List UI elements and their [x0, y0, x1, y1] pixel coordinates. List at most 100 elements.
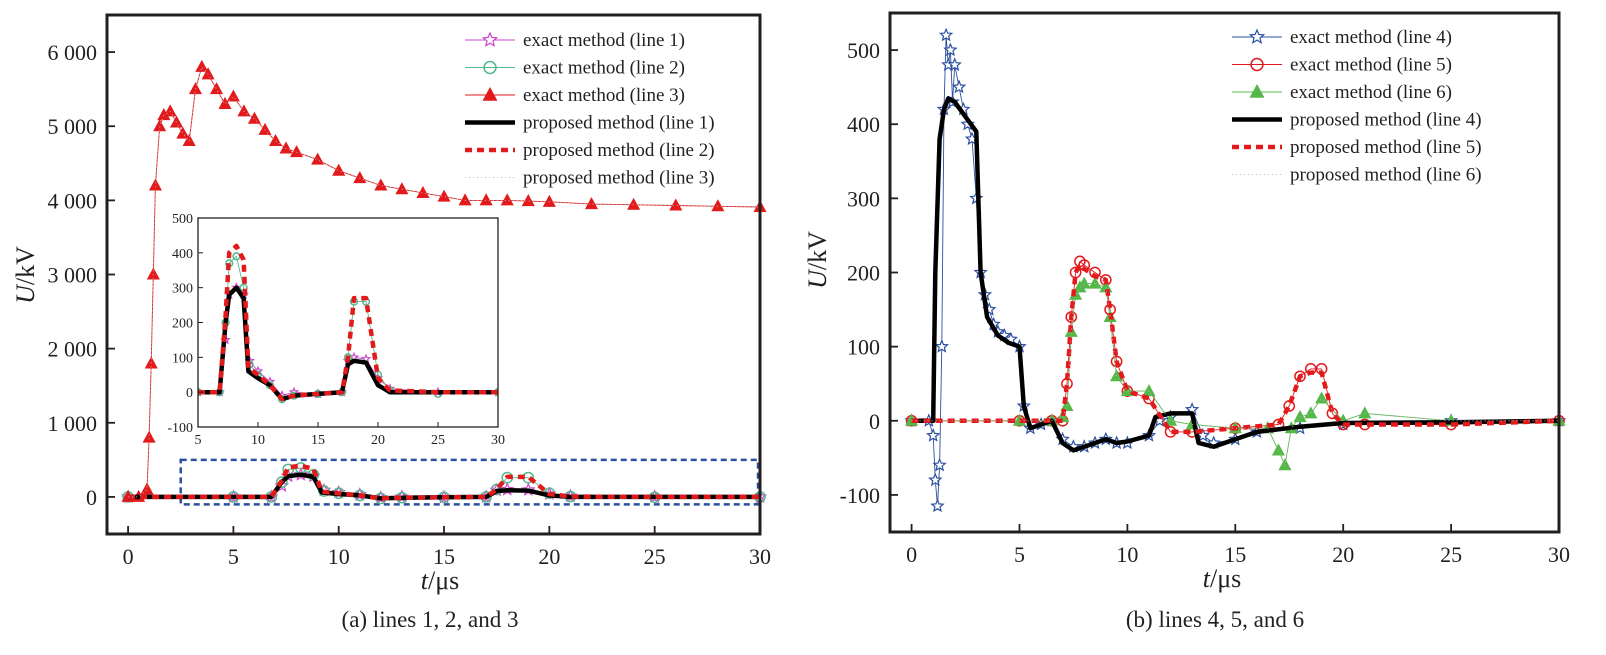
- legend-label: proposed method (line 4): [1290, 110, 1482, 131]
- series-line: [128, 66, 761, 498]
- panel-a-x-tick-label: 10: [328, 544, 350, 569]
- inset-y-tick-label: 400: [172, 247, 193, 262]
- panel-a-y-tick-label: 0: [86, 485, 97, 510]
- legend-label: proposed method (line 1): [523, 113, 715, 134]
- inset-series: [135, 243, 498, 404]
- panel-a-inset: 5 10 15 20 25 30 -100 0 100 200 300 400 500: [135, 212, 505, 448]
- data-point: [148, 178, 162, 191]
- series-line: [911, 96, 1560, 453]
- panel-b-series: [904, 27, 1567, 513]
- legend-label: proposed method (line 6): [1290, 165, 1482, 186]
- series-line: [198, 243, 498, 402]
- panel-b-y-tick-label: 500: [847, 38, 880, 63]
- data-point: [209, 82, 224, 95]
- legend-entry: proposed method (line 1): [465, 113, 715, 134]
- legend-label: proposed method (line 5): [1290, 137, 1482, 158]
- data-point: [135, 389, 142, 396]
- data-point: [140, 482, 154, 495]
- panel-a-x-tick-label: 30: [749, 544, 771, 569]
- series-3: [128, 472, 760, 501]
- panel-a-x-tick-label: 15: [433, 544, 455, 569]
- data-point: [1358, 406, 1372, 419]
- series-line: [128, 472, 760, 501]
- panel-a-x-tick-label: 25: [644, 544, 666, 569]
- data-point: [437, 189, 451, 202]
- panel-a-y-tick-label: 3 000: [48, 263, 98, 288]
- panel-b-y-tick-label: 200: [847, 261, 880, 286]
- data-point: [247, 111, 261, 124]
- legend-label: exact method (line 1): [523, 30, 685, 51]
- data-point: [934, 339, 949, 353]
- data-point: [353, 171, 367, 184]
- panel-b-y-tick-label: 300: [847, 186, 880, 211]
- legend-label: exact method (line 4): [1290, 27, 1452, 48]
- inset-y-tick-label: 100: [172, 351, 193, 366]
- data-point: [290, 145, 304, 158]
- legend-entry: proposed method (line 2): [465, 140, 715, 161]
- series-4: [128, 463, 760, 501]
- data-point: [195, 59, 209, 72]
- legend-marker: [482, 86, 498, 101]
- series-1: [905, 255, 1565, 438]
- panel-b-y-tick-label: 400: [847, 112, 880, 137]
- series-4: [198, 243, 498, 402]
- panel-a-y-tick-label: 6 000: [48, 40, 98, 65]
- panel-a-y-tick-label: 5 000: [48, 114, 98, 139]
- inset-y-tick-label: 0: [186, 386, 193, 401]
- panel-b-x-tick-label: 5: [1014, 542, 1025, 567]
- data-point: [928, 472, 943, 487]
- data-point: [1142, 384, 1156, 397]
- data-point: [332, 163, 346, 176]
- legend-entry: proposed method (line 6): [1232, 165, 1482, 186]
- data-point: [926, 428, 941, 442]
- panel-b-x-tick-label: 0: [906, 542, 917, 567]
- legend-label: exact method (line 6): [1290, 82, 1452, 103]
- inset-y-tick-label: -100: [167, 421, 193, 436]
- legend-entry: proposed method (line 5): [1232, 137, 1482, 158]
- series-5: [128, 66, 761, 498]
- panel-b-y-tick-label: -100: [840, 483, 880, 508]
- inset-y-tick-label: 300: [172, 282, 193, 297]
- inset-x-tick-label: 30: [491, 433, 505, 448]
- legend-label: exact method (line 5): [1290, 55, 1452, 76]
- data-point: [932, 457, 947, 472]
- panel-a-y-tick-label: 2 000: [48, 337, 98, 362]
- data-point: [176, 126, 190, 139]
- data-point: [930, 498, 945, 513]
- data-point: [584, 197, 599, 210]
- data-point: [142, 430, 156, 443]
- legend-marker: [483, 60, 497, 75]
- legend-marker: [1250, 57, 1264, 72]
- panel-b-x-tick-label: 20: [1332, 542, 1354, 567]
- data-point: [1088, 276, 1102, 289]
- data-point: [279, 141, 293, 154]
- data-point: [163, 104, 177, 117]
- inset-x-tick-label: 20: [371, 433, 385, 448]
- data-point: [521, 194, 535, 207]
- legend-label: proposed method (line 2): [523, 140, 715, 161]
- legend-entry: exact method (line 4): [1232, 27, 1452, 48]
- legend-entry: exact method (line 5): [1232, 55, 1452, 76]
- data-point: [500, 193, 514, 206]
- legend-marker: [1248, 28, 1266, 44]
- panel-a-caption: (a) lines 1, 2, and 3: [342, 607, 519, 632]
- panel-a-x-tick-label: 20: [538, 544, 560, 569]
- legend-entry: proposed method (line 4): [1232, 110, 1482, 131]
- panel-b-legend: exact method (line 4) exact method (line …: [1232, 27, 1482, 186]
- data-point: [374, 178, 388, 191]
- data-point: [627, 197, 641, 210]
- data-point: [711, 199, 725, 212]
- panel-b-x-tick-label: 10: [1116, 542, 1138, 567]
- panel-a-y-tick-label: 4 000: [48, 188, 98, 213]
- data-point: [1164, 413, 1178, 426]
- inset-x-tick-label: 5: [195, 433, 202, 448]
- data-point: [237, 104, 251, 117]
- panel-a-legend: exact method (line 1) exact method (line …: [465, 30, 715, 189]
- series-3: [911, 96, 1560, 453]
- inset-x-tick-label: 25: [431, 433, 445, 448]
- legend-label: proposed method (line 3): [523, 168, 715, 189]
- panel-b: 0 5 10 15 20 25 30 -100 0 100 200 300 400 500 exact m…: [803, 11, 1570, 632]
- panel-a-x-tick-label: 0: [123, 544, 134, 569]
